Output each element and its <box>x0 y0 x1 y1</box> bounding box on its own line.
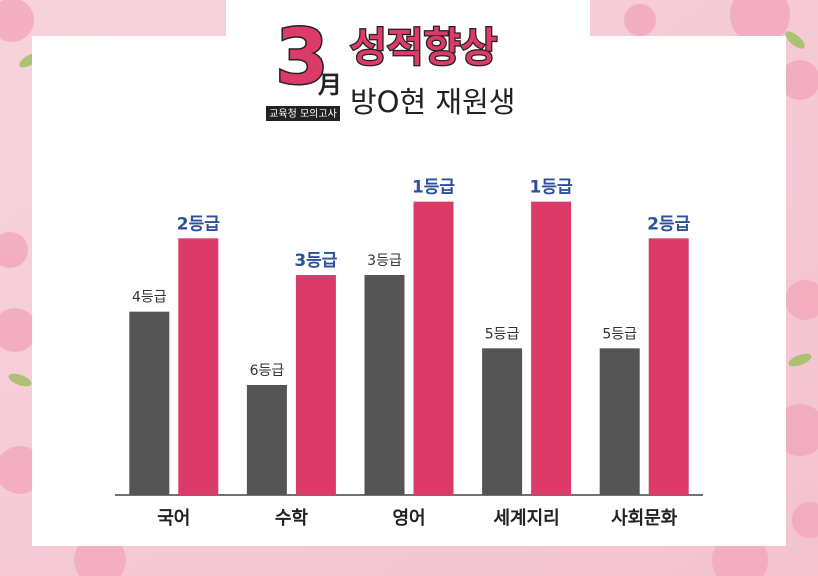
value-label: 6등급 <box>250 363 285 379</box>
value-label: 1등급 <box>412 178 455 198</box>
x-tick-label: 국어 <box>157 508 190 529</box>
bar <box>295 275 336 495</box>
value-label: 3등급 <box>294 251 337 271</box>
bar <box>129 311 170 495</box>
bar <box>413 201 454 495</box>
badge-caption: 교육청 모의고사 <box>269 108 337 120</box>
value-label: 2등급 <box>177 214 220 234</box>
panel-tab <box>226 0 590 40</box>
bar <box>648 238 689 496</box>
x-tick-label: 사회문화 <box>611 508 678 529</box>
badge-box <box>266 106 340 121</box>
chart-title: 성적향상 <box>350 25 497 71</box>
badge-number: 3 <box>276 12 329 101</box>
chart-subtitle: 방O현 재원생 <box>350 85 515 119</box>
bar <box>178 238 219 496</box>
value-label: 4등급 <box>132 290 167 306</box>
bar <box>599 348 640 495</box>
value-label: 1등급 <box>530 178 573 198</box>
x-tick-label: 세계지리 <box>493 508 559 529</box>
x-tick-label: 영어 <box>392 508 425 529</box>
value-label: 5등급 <box>485 326 520 342</box>
bar <box>482 348 523 495</box>
value-label: 2등급 <box>647 214 690 234</box>
x-tick-label: 수학 <box>275 507 309 529</box>
bar <box>364 275 405 495</box>
bar <box>531 201 572 495</box>
bar <box>246 385 287 495</box>
badge-month: 月 <box>317 71 342 99</box>
value-label: 5등급 <box>602 326 637 342</box>
value-label: 3등급 <box>367 253 402 269</box>
